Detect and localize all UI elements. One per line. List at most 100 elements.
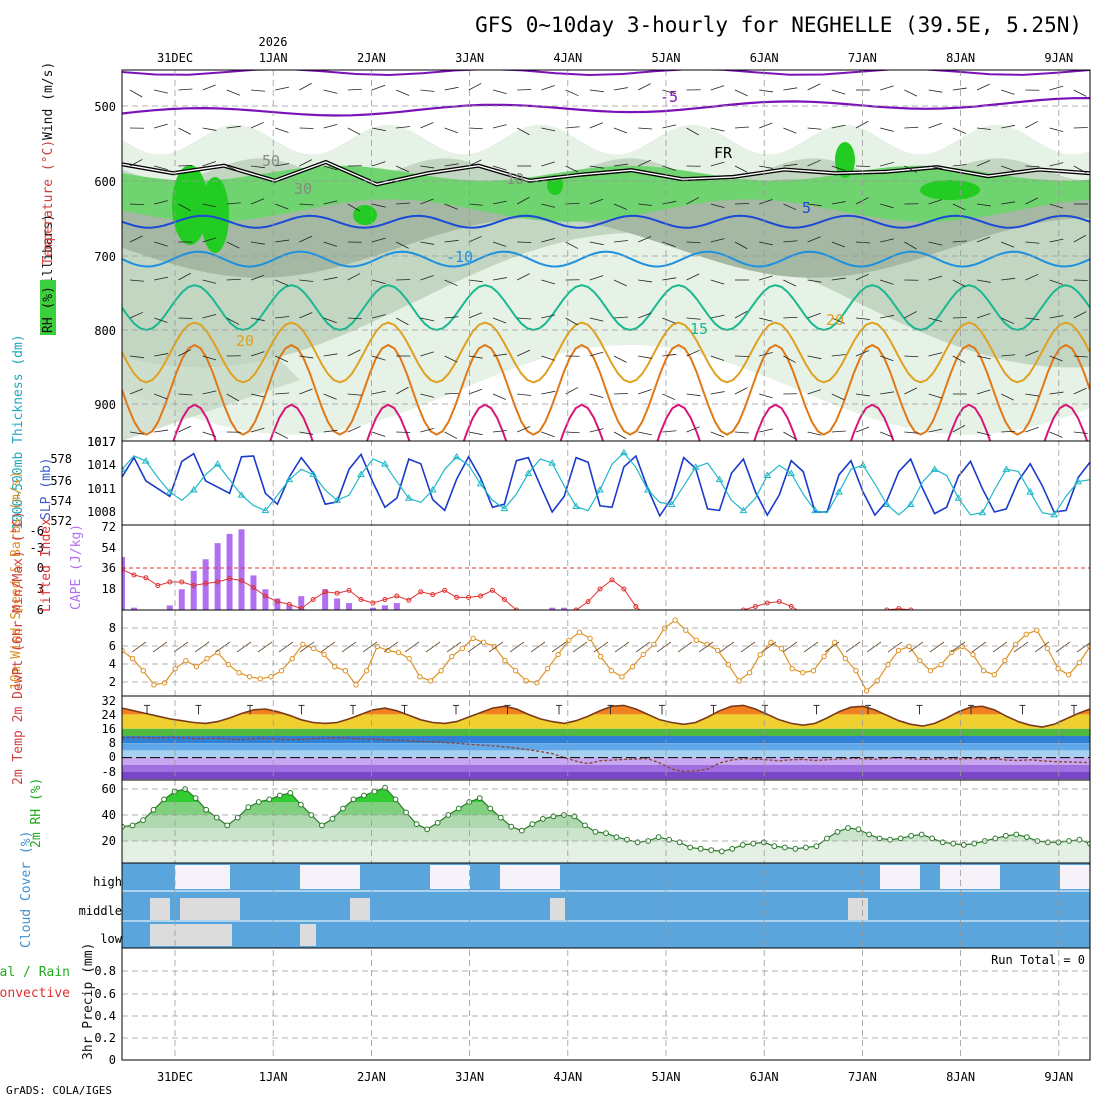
wind-barb: [638, 127, 653, 130]
rh2m-marker: [350, 796, 357, 803]
thickness-marker: [213, 460, 222, 467]
wind-barb: [347, 273, 361, 281]
li-marker: [921, 614, 925, 618]
li-marker: [538, 616, 542, 620]
wind10m-marker: [1012, 641, 1019, 648]
wind-barb: [371, 279, 386, 285]
thickness-marker: [763, 471, 772, 479]
wind10m-marker: [810, 668, 817, 674]
li-marker: [143, 575, 149, 581]
wind-barb: [250, 317, 265, 322]
thickness-marker: [978, 508, 987, 516]
wind-barb: [1001, 241, 1015, 248]
slp-tick: 1014: [87, 458, 116, 472]
thickness-marker: [165, 488, 174, 495]
wind-barb: [1001, 89, 1015, 95]
panel-frame: [121, 609, 1091, 697]
thickness-marker: [930, 465, 939, 472]
rh2m-marker: [487, 805, 494, 812]
rh2m-marker: [750, 840, 757, 847]
thickness-marker: [835, 488, 843, 495]
wind10m-marker: [970, 651, 976, 658]
wind-barb: [928, 199, 943, 205]
wind-barb: [275, 279, 289, 286]
wind10m-ylabel: 10m Wind Speed & Barbs (m/s): [9, 471, 24, 690]
contour-label: 50: [262, 152, 280, 170]
wind-barb: [226, 165, 240, 173]
wind-barb: [928, 352, 943, 357]
li-marker: [908, 607, 914, 610]
wind10m-marker: [1055, 665, 1061, 672]
li-marker: [837, 619, 841, 623]
wind-barb: [347, 349, 361, 357]
rh2m-marker: [340, 805, 346, 812]
wind-barb: [928, 393, 943, 399]
wind-barb: [250, 165, 265, 169]
li-marker: [945, 619, 949, 623]
li-marker: [131, 572, 137, 578]
wind-barb: [275, 86, 289, 91]
wind-barb: [226, 89, 240, 96]
wind-barb: [613, 240, 628, 243]
li-marker: [406, 597, 412, 603]
rh2m-marker: [876, 835, 883, 842]
temp-tick: 16: [102, 722, 116, 736]
wind-barb: [662, 124, 677, 129]
wind-barb: [880, 279, 894, 285]
thickness-marker: [643, 486, 652, 493]
wind-barb: [928, 122, 942, 129]
cloud-tick: low: [100, 932, 122, 946]
wind-barb: [662, 393, 676, 401]
li-line: [122, 568, 912, 610]
high-cloud-gap: [940, 865, 1000, 889]
contour-label: FR: [714, 144, 733, 162]
rh2m-marker: [140, 817, 146, 824]
wind10m-marker: [183, 657, 189, 664]
wind10m-marker: [906, 643, 912, 650]
rh2m-marker: [603, 830, 609, 837]
wind10m-barb: [194, 641, 210, 653]
wind10m-marker: [246, 674, 253, 680]
wind10m-barb: [236, 641, 252, 653]
wind-barb: [976, 127, 991, 130]
wind-barb: [202, 161, 216, 167]
wind10m-marker: [300, 641, 306, 648]
cape-bar: [274, 598, 281, 610]
thickness-marker: [811, 506, 820, 514]
freezing-level-inner: [122, 161, 1090, 186]
rh2m-marker: [287, 790, 294, 796]
top-date-label: 9JAN: [1044, 51, 1073, 65]
temp-ylabel: 2m Temp 2m DewPt (6hr Min/Max) (°C): [11, 511, 26, 785]
wind-barb: [323, 393, 337, 400]
li-marker: [752, 604, 758, 609]
wind10m-marker: [129, 655, 136, 662]
wind-barb: [492, 317, 507, 324]
wind-barb: [1073, 165, 1087, 174]
thickness-marker: [548, 459, 557, 466]
wind-barb: [904, 311, 917, 319]
thickness-marker: [667, 500, 676, 507]
wind-barb: [541, 203, 556, 208]
top-date-label: 6JAN: [750, 51, 779, 65]
wind-barb: [928, 241, 943, 246]
thickness-marker: [142, 457, 150, 464]
wind10m-barb: [635, 641, 651, 653]
wind-contour-top: [122, 70, 1090, 77]
thickness-marker: [476, 479, 485, 487]
wind-barb: [904, 126, 919, 129]
thickness-marker: [715, 475, 724, 483]
low-cloud-gap: [150, 924, 232, 946]
li-marker: [286, 601, 292, 607]
wind10m-marker: [1087, 643, 1090, 650]
wind-barb: [202, 279, 217, 284]
wind10m-barb: [677, 641, 693, 653]
li-marker: [215, 579, 221, 585]
rh2m-marker: [371, 788, 378, 795]
wind-barb: [831, 393, 845, 401]
li-marker: [694, 616, 698, 620]
wind-barb: [855, 393, 870, 397]
wind10m-marker: [566, 637, 572, 644]
wind10m-barb: [446, 641, 462, 653]
rh2m-marker: [908, 832, 915, 839]
wind-barb: [517, 426, 531, 433]
